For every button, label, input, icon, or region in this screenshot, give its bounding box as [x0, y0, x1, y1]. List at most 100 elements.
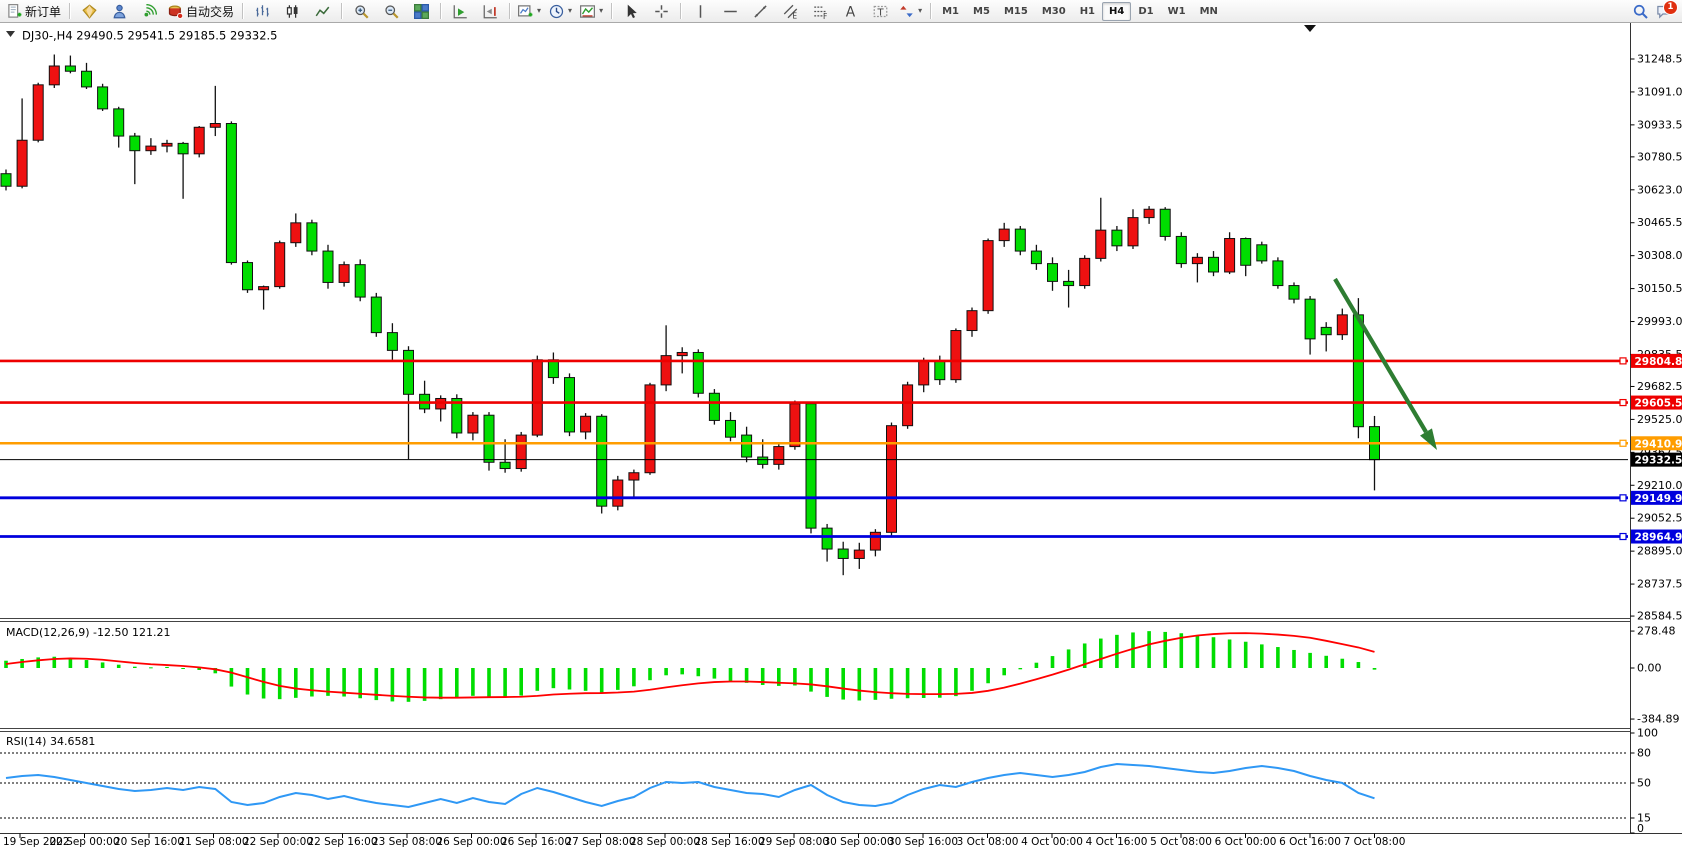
toolbar-button-zoom-in[interactable]: [346, 0, 376, 22]
svg-text:28737.5: 28737.5: [1637, 578, 1682, 591]
svg-text:5 Oct 08:00: 5 Oct 08:00: [1150, 836, 1212, 847]
rsi-indicator-label: RSI(14) 34.6581: [6, 735, 95, 748]
toolbar-button-crosshair-tool[interactable]: [646, 0, 676, 22]
toolbar-button-tile-windows[interactable]: [406, 0, 436, 22]
dropdown-caret-icon[interactable]: ▾: [599, 7, 603, 15]
template-icon: [580, 4, 595, 19]
svg-text:22 Sep 16:00: 22 Sep 16:00: [307, 836, 377, 847]
svg-text:-384.89: -384.89: [1637, 713, 1679, 726]
svg-text:29993.0: 29993.0: [1637, 315, 1682, 328]
current-price-line: 29332.5: [0, 453, 1682, 467]
svg-text:28584.5: 28584.5: [1637, 610, 1682, 623]
chart-plus-icon: [518, 4, 533, 19]
chart-context-triangle[interactable]: [6, 31, 15, 37]
svg-text:F: F: [823, 11, 827, 18]
svg-text:21 Sep 08:00: 21 Sep 08:00: [178, 836, 248, 847]
toolbar-button-market-signal[interactable]: [134, 0, 164, 22]
toolbar-button-bar-chart-mode[interactable]: [247, 0, 277, 22]
toolbar-button-candlestick-mode[interactable]: [277, 0, 307, 22]
toolbar-button-line-chart-mode[interactable]: [307, 0, 337, 22]
toolbar-separator: [680, 3, 681, 19]
toolbar-button-label-tool[interactable]: T: [865, 0, 895, 22]
macd-axis[interactable]: 278.480.00-384.89: [1631, 625, 1680, 726]
toolbar-separator: [341, 3, 342, 19]
doc-plus-icon: [7, 4, 22, 19]
timeframe-button-m15[interactable]: M15: [997, 2, 1035, 21]
toolbar-button-chat[interactable]: 1: [1656, 4, 1671, 19]
svg-text:29332.5: 29332.5: [1635, 455, 1682, 467]
svg-text:30780.5: 30780.5: [1637, 150, 1682, 163]
svg-text:27 Sep 08:00: 27 Sep 08:00: [565, 836, 635, 847]
svg-text:100: 100: [1637, 727, 1658, 740]
toolbar-button-templates[interactable]: ▾: [576, 0, 607, 22]
bars-icon: [255, 4, 270, 19]
macd-indicator-label: MACD(12,26,9) -12.50 121.21: [6, 626, 170, 639]
toolbar-separator: [440, 3, 441, 19]
svg-text:50: 50: [1637, 777, 1651, 790]
timeframe-button-d1[interactable]: D1: [1131, 2, 1160, 21]
svg-text:30150.5: 30150.5: [1637, 282, 1682, 295]
toolbar-button-search[interactable]: [1633, 4, 1648, 19]
toolbar-button-text-tool[interactable]: A: [835, 0, 865, 22]
toolbar-button-horizontal-line-tool[interactable]: [715, 0, 745, 22]
toolbar-button-chart-shift[interactable]: [475, 0, 505, 22]
svg-text:29410.9: 29410.9: [1635, 438, 1682, 450]
svg-text:30933.5: 30933.5: [1637, 118, 1682, 131]
svg-text:6 Oct 00:00: 6 Oct 00:00: [1215, 836, 1277, 847]
toolbar-separator: [930, 3, 931, 19]
toolbar-button-trendline-tool[interactable]: [745, 0, 775, 22]
toolbar-button-account[interactable]: [104, 0, 134, 22]
toolbar-button-zoom-out[interactable]: [376, 0, 406, 22]
svg-text:28 Sep 00:00: 28 Sep 00:00: [630, 836, 700, 847]
timeframe-button-m1[interactable]: M1: [935, 2, 966, 21]
svg-text:29210.0: 29210.0: [1637, 479, 1682, 492]
timeframe-button-mn[interactable]: MN: [1193, 2, 1225, 21]
zoom-in-icon: [354, 4, 369, 19]
svg-text:20 Sep 16:00: 20 Sep 16:00: [114, 836, 184, 847]
timeframe-button-m5[interactable]: M5: [966, 2, 997, 21]
timeframe-button-h4[interactable]: H4: [1102, 2, 1131, 21]
toolbar-button-auto-scroll[interactable]: [445, 0, 475, 22]
drum-red-icon: [168, 4, 183, 19]
svg-text:6 Oct 16:00: 6 Oct 16:00: [1279, 836, 1341, 847]
arrow-annotation[interactable]: [1335, 279, 1437, 450]
toolbar-button-new-order[interactable]: 新订单: [3, 0, 65, 22]
text-a-icon: A: [843, 4, 858, 19]
svg-text:30465.5: 30465.5: [1637, 216, 1682, 229]
svg-text:29 Sep 08:00: 29 Sep 08:00: [759, 836, 829, 847]
svg-text:T: T: [876, 7, 884, 18]
shift-icon: [483, 4, 498, 19]
svg-text:31248.5: 31248.5: [1637, 53, 1682, 66]
arrows-icon: [899, 4, 914, 19]
chart-shift-marker[interactable]: [1304, 25, 1316, 32]
toolbar-button-fibonacci-tool[interactable]: F: [805, 0, 835, 22]
svg-text:28964.9: 28964.9: [1635, 532, 1682, 544]
toolbar-button-cursor-tool[interactable]: [616, 0, 646, 22]
timeframe-button-w1[interactable]: W1: [1161, 2, 1193, 21]
timeframe-button-m30[interactable]: M30: [1035, 2, 1073, 21]
toolbar-button-auto-trading[interactable]: 自动交易: [164, 0, 238, 22]
toolbar-separator: [509, 3, 510, 19]
toolbar-button-channel-tool[interactable]: E: [775, 0, 805, 22]
toolbar-button-new-chart[interactable]: ▾: [514, 0, 545, 22]
svg-text:7 Oct 08:00: 7 Oct 08:00: [1344, 836, 1406, 847]
gold-gem-icon: [82, 4, 97, 19]
dropdown-caret-icon[interactable]: ▾: [918, 7, 922, 15]
trendline-icon: [753, 4, 768, 19]
toolbar-button-vertical-line-tool[interactable]: [685, 0, 715, 22]
dropdown-caret-icon[interactable]: ▾: [568, 7, 572, 15]
svg-text:29149.9: 29149.9: [1635, 493, 1682, 505]
timeframe-button-h1[interactable]: H1: [1073, 2, 1102, 21]
dropdown-caret-icon[interactable]: ▾: [537, 7, 541, 15]
toolbar-button-arrows-tool[interactable]: ▾: [895, 0, 926, 22]
toolbar-button-chart-style[interactable]: [74, 0, 104, 22]
clock-icon: [549, 4, 564, 19]
svg-text:29525.0: 29525.0: [1637, 413, 1682, 426]
svg-text:A: A: [845, 4, 855, 19]
toolbar-button-periods[interactable]: ▾: [545, 0, 576, 22]
